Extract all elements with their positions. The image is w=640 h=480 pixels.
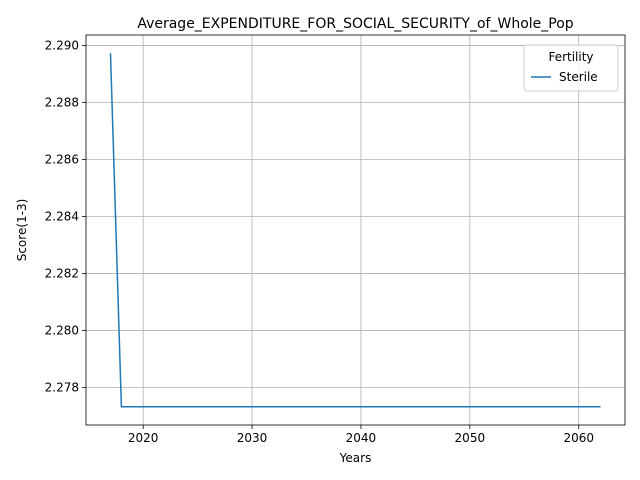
y-tick-label: 2.280	[45, 323, 79, 337]
x-tick-label: 2030	[237, 431, 268, 445]
y-axis-title: Score(1-3)	[15, 199, 29, 262]
series-layer	[109, 53, 601, 408]
legend-box	[523, 44, 619, 92]
plot-frame	[85, 34, 626, 426]
legend: Fertility Sterile	[523, 44, 619, 92]
series-line-0	[109, 53, 601, 408]
chart-title: Average_EXPENDITURE_FOR_SOCIAL_SECURITY_…	[137, 16, 573, 32]
x-tick-label: 2060	[563, 431, 594, 445]
legend-entry-label: Sterile	[559, 70, 598, 84]
grid	[86, 35, 625, 425]
y-axis: 2.278 2.280 2.282 2.284 2.286 2.288 2.290	[45, 39, 86, 394]
x-tick-label: 2020	[128, 431, 159, 445]
y-tick-label: 2.286	[45, 152, 79, 166]
y-tick-label: 2.290	[45, 39, 79, 53]
legend-title: Fertility	[548, 50, 593, 64]
y-tick-label: 2.278	[45, 380, 79, 394]
x-tick-label: 2040	[346, 431, 377, 445]
legend-entries: Sterile	[531, 70, 598, 84]
x-axis: 2020 2030 2040 2050 2060	[128, 425, 594, 445]
y-tick-label: 2.284	[45, 209, 79, 223]
y-tick-label: 2.288	[45, 96, 79, 110]
x-axis-title: Years	[339, 451, 372, 465]
x-tick-label: 2050	[455, 431, 486, 445]
y-tick-label: 2.282	[45, 266, 79, 280]
